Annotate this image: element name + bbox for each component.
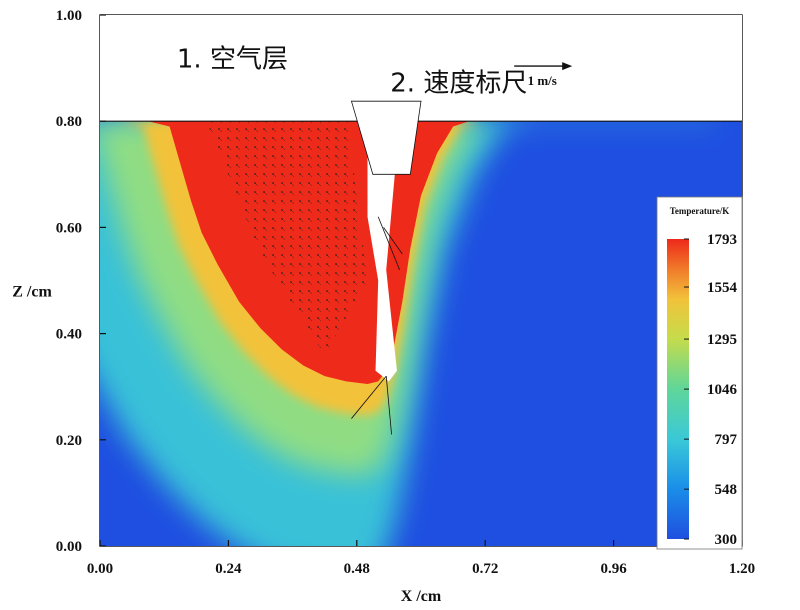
y-tick-label: 0.80 — [56, 114, 82, 130]
colorbar-ramp — [667, 239, 689, 539]
x-tick-label: 0.48 — [344, 561, 370, 577]
x-tick-label: 0.00 — [87, 561, 113, 577]
right-arrow-icon — [514, 62, 573, 71]
colorbar-title: Temperature/K — [670, 206, 730, 216]
x-axis-label: X /cm — [401, 588, 442, 605]
x-tick-label: 0.24 — [215, 561, 242, 577]
y-tick-label: 0.00 — [56, 539, 82, 555]
keyhole-opening — [350, 100, 422, 175]
colorbar: Temperature/K 1793 1554 1295 1046 797 548 300 — [656, 196, 743, 550]
x-tick-label: 0.72 — [472, 561, 498, 577]
y-tick-label: 1.00 — [56, 8, 82, 24]
vapor-streak — [377, 216, 400, 271]
y-tick-label: 0.20 — [56, 433, 82, 449]
velocity-scale-label: 1 m/s — [528, 73, 557, 88]
x-tick-label: 1.20 — [729, 561, 755, 577]
annotation-air-layer: 1. 空气层 — [177, 44, 288, 74]
colorbar-ticks: 1793 1554 1295 1046 797 548 300 — [684, 232, 738, 548]
colorbar-tick-label: 1046 — [707, 382, 738, 398]
colorbar-tick-label: 548 — [715, 482, 738, 498]
colorbar-tick-label: 797 — [715, 432, 738, 448]
y-tick-label: 0.60 — [56, 220, 82, 236]
plot-area — [99, 14, 743, 547]
velocity-vectors — [201, 109, 368, 355]
y-tick-label: 0.40 — [56, 327, 82, 343]
colorbar-tick-label: 300 — [715, 532, 738, 548]
annotation-velocity-scale: 2. 速度标尺 — [390, 68, 527, 98]
vapor-streak — [351, 375, 387, 419]
axis-ticks: 0.00 0.24 0.48 0.72 0.96 1.20 0.00 0.20 0.40 0.60… — [56, 8, 755, 577]
y-axis-label: Z /cm — [12, 283, 52, 300]
colorbar-tick-label: 1793 — [707, 232, 737, 248]
x-tick-label: 0.96 — [600, 561, 627, 577]
vapor-streaks — [350, 100, 422, 435]
colorbar-tick-label: 1554 — [707, 280, 738, 296]
vapor-streak — [383, 227, 403, 255]
keyhole-cavity — [367, 121, 400, 382]
vapor-streak — [385, 376, 392, 435]
colorbar-tick-label: 1295 — [707, 332, 737, 348]
